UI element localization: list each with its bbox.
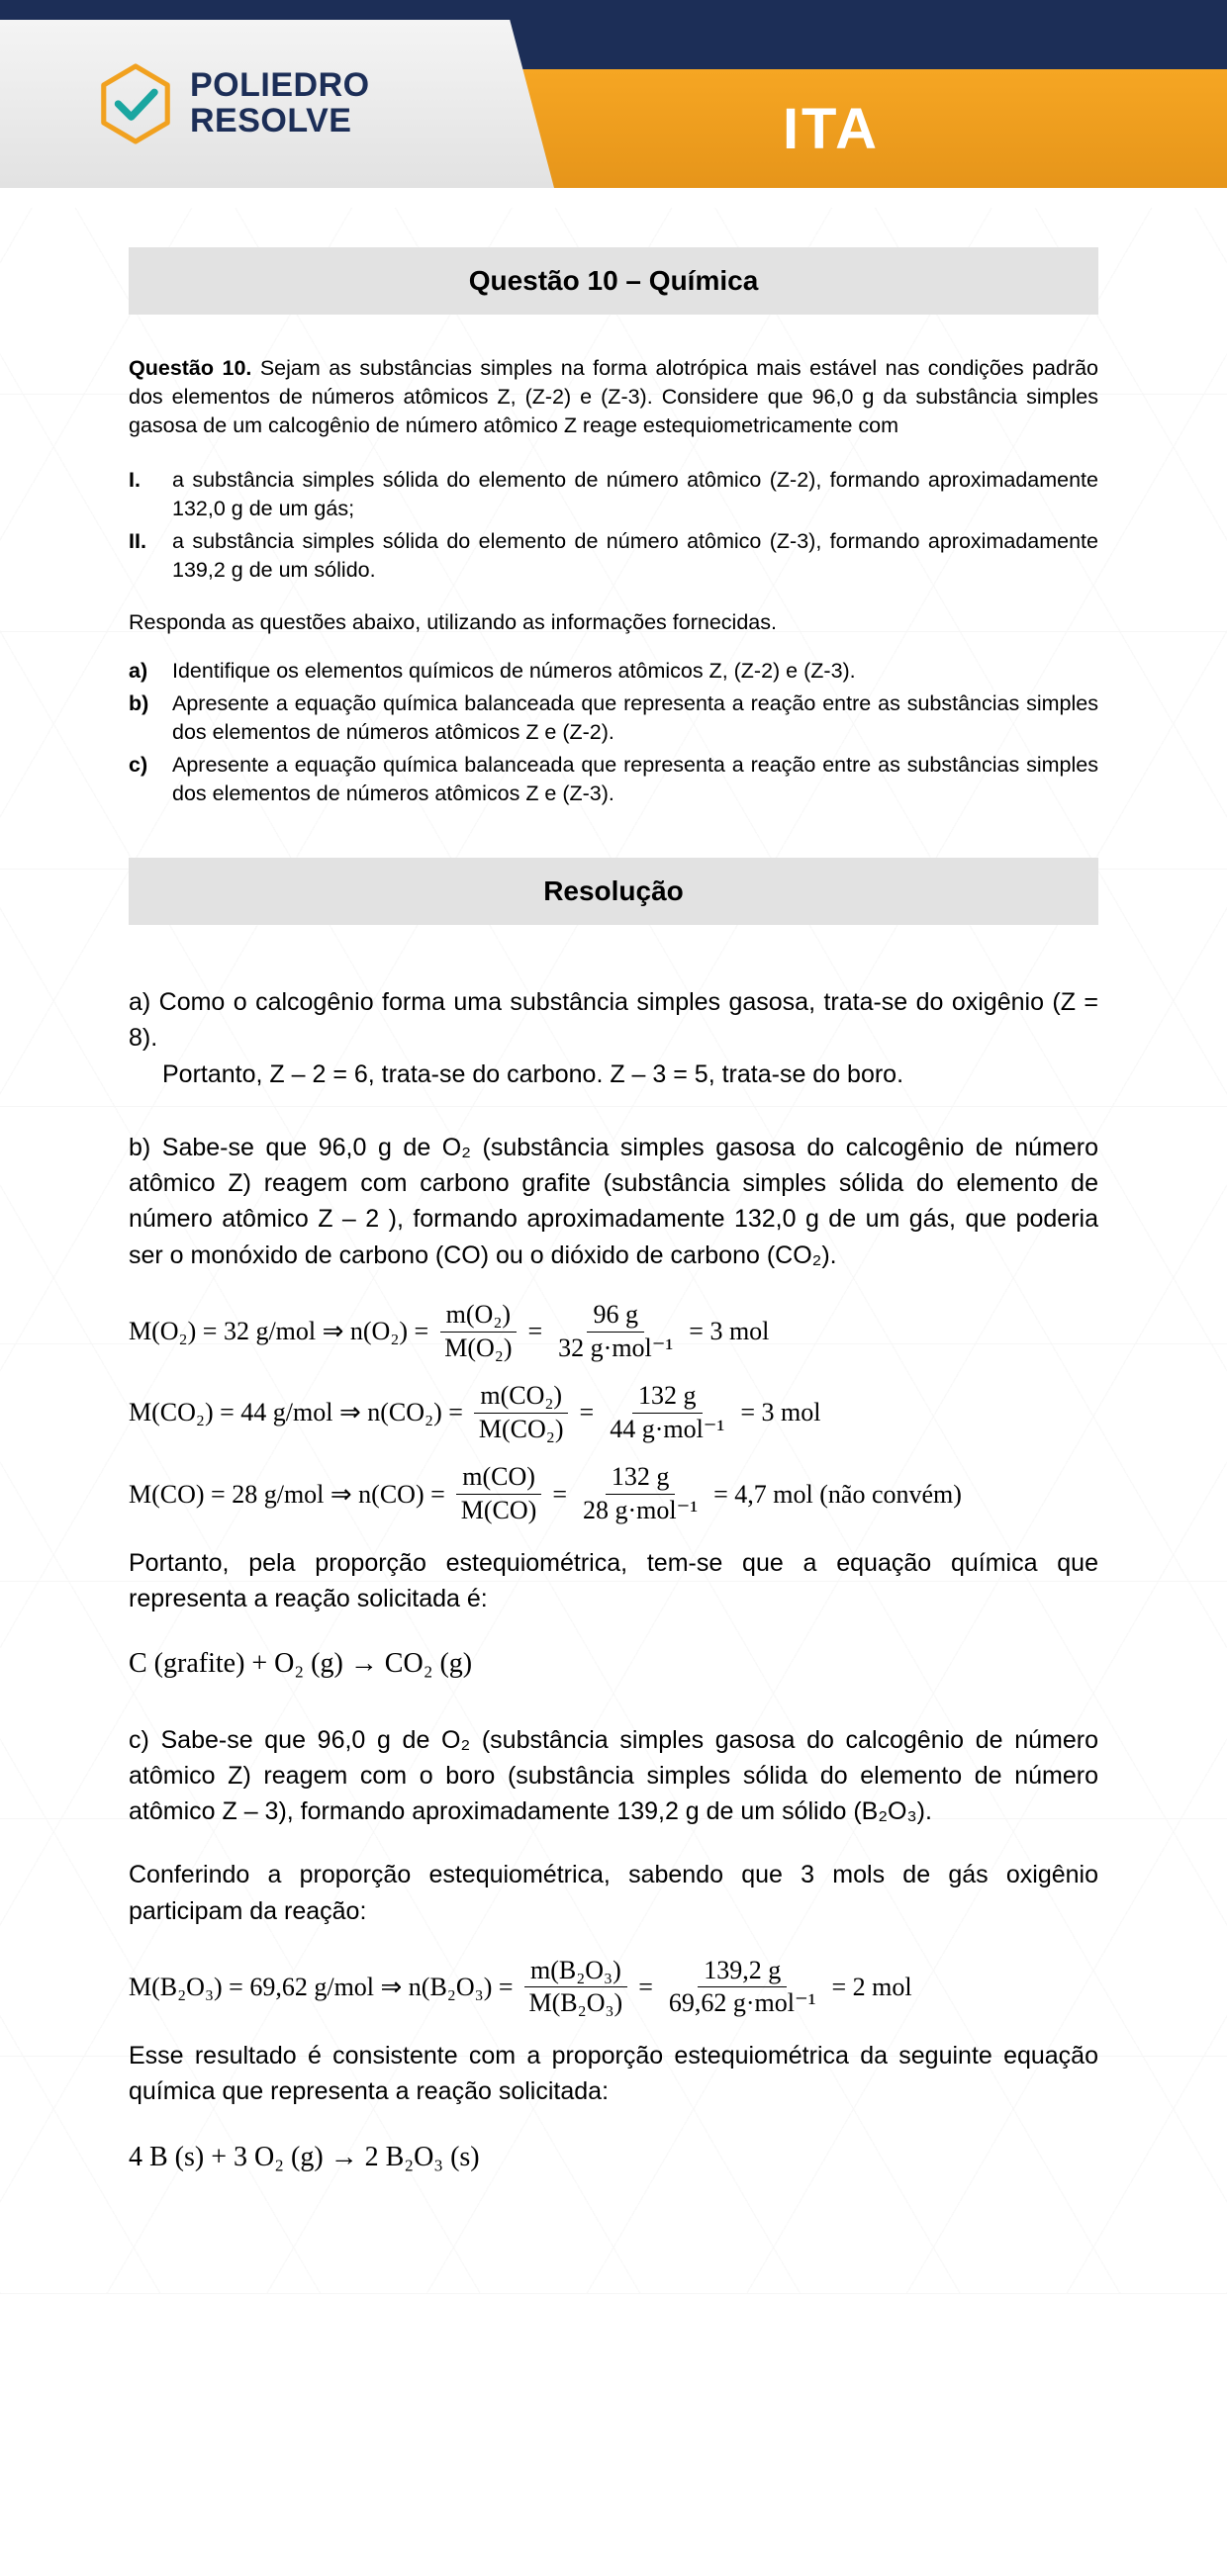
resolution-title: Resolução bbox=[129, 858, 1098, 925]
fraction: m(CO₂) M(CO₂) bbox=[473, 1382, 570, 1443]
eq-left: M(CO₂) = 44 g/mol ⇒ n(CO₂) = bbox=[129, 1394, 463, 1431]
alpha-list: a) Identifique os elementos químicos de … bbox=[129, 657, 1098, 808]
fraction-num: m(CO₂) bbox=[474, 1382, 568, 1414]
reaction-equation: C (grafite) + O₂ (g) → CO₂ (g) bbox=[129, 1644, 1098, 1685]
fraction-num: m(CO) bbox=[456, 1463, 541, 1495]
header-top-stripe bbox=[0, 0, 1227, 20]
alpha-text: Apresente a equação química balanceada q… bbox=[172, 690, 1098, 747]
solution-a: a) Como o calcogênio forma uma substânci… bbox=[129, 984, 1098, 1092]
fraction-den: 28 g·mol⁻¹ bbox=[577, 1495, 704, 1525]
instruction-line: Responda as questões abaixo, utilizando … bbox=[129, 610, 1098, 635]
question-intro-text: Sejam as substâncias simples na forma al… bbox=[129, 356, 1098, 437]
solution-c-intro: c) Sabe-se que 96,0 g de O₂ (substância … bbox=[129, 1722, 1098, 1830]
equation-line: M(CO) = 28 g/mol ⇒ n(CO) = m(CO) M(CO) =… bbox=[129, 1463, 1098, 1524]
exam-plate: ITA bbox=[435, 69, 1227, 188]
header-main: ITA POLIEDRO RESOLVE bbox=[0, 20, 1227, 188]
alpha-label: c) bbox=[129, 751, 160, 808]
solution-b: b) Sabe-se que 96,0 g de O₂ (substância … bbox=[129, 1130, 1098, 1685]
page-body: Questão 10 – Química Questão 10. Sejam a… bbox=[0, 208, 1227, 2294]
fraction: 139,2 g 69,62 g·mol⁻¹ bbox=[663, 1957, 822, 2018]
fraction-den: 32 g·mol⁻¹ bbox=[552, 1333, 679, 1363]
reaction-equation: 4 B (s) + 3 O₂ (g) → 2 B₂O₃ (s) bbox=[129, 2138, 1098, 2178]
question-title: Questão 10 – Química bbox=[129, 247, 1098, 315]
eq-tail: = 3 mol bbox=[689, 1313, 769, 1350]
eq-tail: = 2 mol bbox=[832, 1969, 912, 2006]
fraction-num: m(B₂O₃) bbox=[524, 1957, 627, 1988]
fraction-den: M(B₂O₃) bbox=[523, 1987, 629, 2018]
fraction: 132 g 44 g·mol⁻¹ bbox=[604, 1382, 730, 1443]
alpha-item: b) Apresente a equação química balancead… bbox=[129, 690, 1098, 747]
equation-line: M(O₂) = 32 g/mol ⇒ n(O₂) = m(O₂) M(O₂) =… bbox=[129, 1301, 1098, 1362]
alpha-text: Identifique os elementos químicos de núm… bbox=[172, 657, 856, 686]
fraction: m(CO) M(CO) bbox=[455, 1463, 543, 1524]
roman-numeral: II. bbox=[129, 527, 158, 585]
brand-text: POLIEDRO RESOLVE bbox=[190, 68, 370, 138]
fraction-den: 69,62 g·mol⁻¹ bbox=[663, 1987, 822, 2018]
solution-a-line1: a) Como o calcogênio forma uma substânci… bbox=[129, 984, 1098, 1057]
question-intro: Questão 10. Sejam as substâncias simples… bbox=[129, 354, 1098, 440]
solution-b-intro: b) Sabe-se que 96,0 g de O₂ (substância … bbox=[129, 1130, 1098, 1273]
eq-tail: = 3 mol bbox=[740, 1394, 820, 1431]
fraction-den: M(CO) bbox=[455, 1495, 543, 1525]
fraction: m(B₂O₃) M(B₂O₃) bbox=[523, 1957, 629, 2018]
alpha-label: b) bbox=[129, 690, 160, 747]
eq-left: M(O₂) = 32 g/mol ⇒ n(O₂) = bbox=[129, 1313, 428, 1350]
header-bottom-stripe bbox=[0, 188, 1227, 208]
fraction-den: 44 g·mol⁻¹ bbox=[604, 1414, 730, 1444]
fraction-num: 132 g bbox=[632, 1382, 703, 1414]
solution-b-conclusion: Portanto, pela proporção estequiométrica… bbox=[129, 1545, 1098, 1617]
alpha-label: a) bbox=[129, 657, 160, 686]
eq-tail: = 4,7 mol (não convém) bbox=[713, 1476, 962, 1514]
eq-left: M(CO) = 28 g/mol ⇒ n(CO) = bbox=[129, 1476, 445, 1514]
solution-c: c) Sabe-se que 96,0 g de O₂ (substância … bbox=[129, 1722, 1098, 2178]
alpha-text: Apresente a equação química balanceada q… bbox=[172, 751, 1098, 808]
eq-sign: = bbox=[638, 1969, 653, 2006]
brand-hex-icon bbox=[99, 63, 172, 144]
eq-sign: = bbox=[580, 1394, 595, 1431]
roman-item: II. a substância simples sólida do eleme… bbox=[129, 527, 1098, 585]
equation-line: M(CO₂) = 44 g/mol ⇒ n(CO₂) = m(CO₂) M(CO… bbox=[129, 1382, 1098, 1443]
fraction-num: 132 g bbox=[606, 1463, 676, 1495]
fraction: 132 g 28 g·mol⁻¹ bbox=[577, 1463, 704, 1524]
question-number: Questão 10. bbox=[129, 356, 251, 380]
eq-sign: = bbox=[552, 1476, 567, 1514]
fraction-num: 96 g bbox=[587, 1301, 644, 1333]
brand-line1: POLIEDRO bbox=[190, 68, 370, 104]
fraction-num: m(O₂) bbox=[440, 1301, 517, 1333]
eq-left: M(B₂O₃) = 69,62 g/mol ⇒ n(B₂O₃) = bbox=[129, 1969, 514, 2006]
solution-c-mid: Conferindo a proporção estequiométrica, … bbox=[129, 1857, 1098, 1929]
eq-sign: = bbox=[528, 1313, 543, 1350]
roman-item: I. a substância simples sólida do elemen… bbox=[129, 466, 1098, 523]
solution-c-conclusion: Esse resultado é consistente com a propo… bbox=[129, 2038, 1098, 2110]
fraction: 96 g 32 g·mol⁻¹ bbox=[552, 1301, 679, 1362]
brand-line2: RESOLVE bbox=[190, 104, 370, 139]
equation-line: M(B₂O₃) = 69,62 g/mol ⇒ n(B₂O₃) = m(B₂O₃… bbox=[129, 1957, 1098, 2018]
alpha-item: a) Identifique os elementos químicos de … bbox=[129, 657, 1098, 686]
brand-plate: POLIEDRO RESOLVE bbox=[0, 20, 554, 188]
page-header: ITA POLIEDRO RESOLVE bbox=[0, 0, 1227, 208]
exam-label: ITA bbox=[783, 96, 880, 162]
roman-numeral: I. bbox=[129, 466, 158, 523]
fraction: m(O₂) M(O₂) bbox=[438, 1301, 518, 1362]
fraction-num: 139,2 g bbox=[698, 1957, 787, 1988]
alpha-item: c) Apresente a equação química balancead… bbox=[129, 751, 1098, 808]
roman-list: I. a substância simples sólida do elemen… bbox=[129, 466, 1098, 585]
solution-a-line2: Portanto, Z – 2 = 6, trata-se do carbono… bbox=[129, 1057, 1098, 1092]
fraction-den: M(O₂) bbox=[438, 1333, 518, 1363]
roman-text: a substância simples sólida do elemento … bbox=[172, 527, 1098, 585]
roman-text: a substância simples sólida do elemento … bbox=[172, 466, 1098, 523]
fraction-den: M(CO₂) bbox=[473, 1414, 570, 1444]
